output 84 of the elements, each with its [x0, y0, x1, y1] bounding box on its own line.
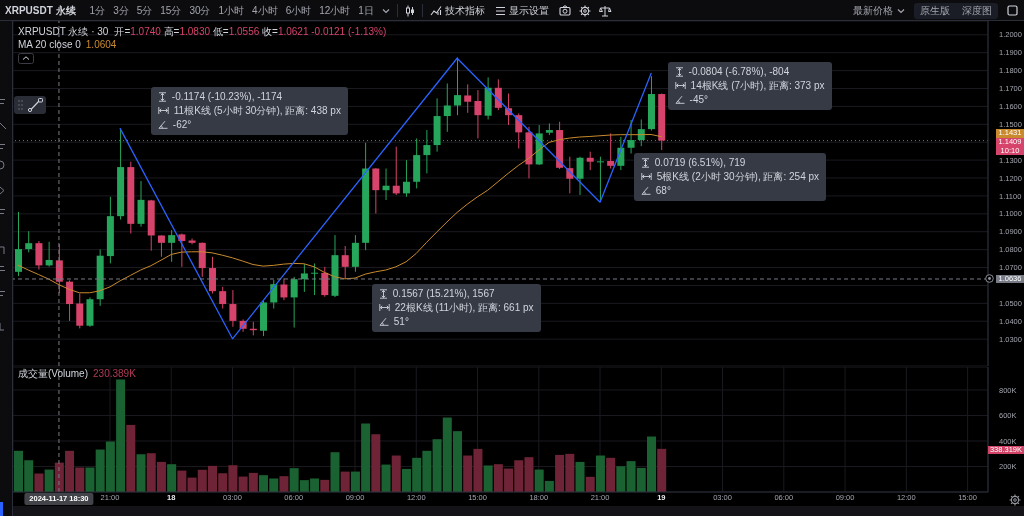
candlestick	[341, 245, 349, 279]
bar	[616, 466, 626, 492]
annotation: 0.1567 (15.21%), 1567 22根K线 (11小时), 距离: 661 px 51°	[392, 286, 534, 329]
bar	[391, 455, 401, 492]
line-series	[119, 57, 652, 340]
annotation: MA 20 close 0	[18, 38, 81, 50]
candlestick	[66, 279, 74, 322]
bar	[320, 479, 330, 492]
annotation: -0.1174 (-10.23%), -1174 11根K线 (5小时 30分钟), 距离: 438 px -62°	[171, 89, 341, 132]
bar	[177, 470, 187, 492]
candlestick	[76, 292, 84, 329]
bar	[585, 476, 595, 492]
candlestick	[423, 129, 431, 174]
text: 技术指标	[444, 3, 485, 18]
category-label: 4小时	[251, 3, 279, 18]
candlestick	[178, 233, 186, 268]
candlestick	[137, 180, 145, 228]
candlestick	[280, 277, 288, 301]
bar	[167, 464, 177, 492]
candlestick	[311, 262, 319, 296]
candlestick	[443, 82, 451, 133]
category-label: 1日	[357, 3, 375, 18]
candlestick	[372, 167, 380, 214]
candlestick	[290, 276, 298, 329]
text: 显示设置	[508, 3, 549, 18]
bar	[136, 454, 146, 492]
category-label: 3分	[112, 3, 130, 18]
category-label: 12小时	[318, 3, 352, 18]
annotation: -0.0804 (-6.78%), -804 14根K线 (7小时), 距离: 373 px -45°	[688, 64, 825, 107]
candlestick	[15, 211, 22, 277]
candlestick	[219, 286, 227, 310]
bar	[85, 467, 95, 492]
candlestick	[464, 83, 472, 114]
bar	[657, 448, 667, 492]
candlestick	[300, 263, 308, 293]
category-label: 15分	[159, 3, 183, 18]
bar	[371, 434, 381, 492]
category-label: 30分	[188, 3, 212, 18]
candlestick	[229, 289, 237, 328]
text: 最新价格	[853, 3, 893, 18]
candlestick	[596, 156, 604, 202]
candlestick	[25, 230, 33, 253]
category-label: 1分	[88, 3, 107, 18]
candlestick	[474, 89, 482, 139]
candlestick	[454, 56, 462, 116]
text: XRPUSDT 永续	[5, 3, 76, 18]
candlestick	[392, 146, 400, 196]
bar	[575, 461, 585, 492]
candlestick	[168, 229, 176, 263]
bar	[279, 476, 289, 492]
candlestick	[45, 241, 53, 268]
candlestick	[157, 234, 165, 258]
candlestick	[637, 118, 645, 147]
text: XRPUSDT 永续 · 30	[18, 26, 109, 37]
candlestick	[576, 156, 584, 196]
category-label: 5分	[135, 3, 154, 18]
candlestick	[494, 78, 502, 111]
candlestick	[402, 159, 410, 198]
candlestick	[208, 256, 216, 294]
category-label: 1小时	[217, 3, 246, 18]
candlestick	[382, 168, 390, 201]
annotation: 1.0604	[85, 38, 117, 50]
category-label: 6小时	[284, 3, 313, 18]
candlestick	[321, 266, 329, 298]
candlestick	[351, 234, 359, 273]
bar	[606, 457, 616, 492]
bar	[595, 455, 605, 492]
bar	[126, 424, 136, 492]
candlestick	[566, 156, 574, 194]
annotation: 230.389K	[93, 368, 136, 379]
bar	[34, 473, 44, 492]
bar	[483, 465, 493, 492]
text: 原生版	[919, 3, 951, 18]
bar	[381, 464, 391, 492]
bar	[340, 471, 350, 492]
candlestick	[35, 240, 43, 270]
annotation: 0.0719 (6.51%), 719 5根K线 (2小时 30分钟), 距离: 254 px 68°	[654, 155, 820, 198]
candlestick	[627, 119, 635, 154]
text: 开=1.0740 高=1.0830 低=1.0556 收=1.0621 -0.0121 (-1.13%)	[114, 26, 387, 37]
text: 深度图	[961, 3, 993, 18]
chart-title: 成交量(Volume)	[18, 368, 89, 379]
bar	[44, 469, 54, 492]
bar	[330, 452, 340, 492]
candlestick	[586, 151, 594, 171]
